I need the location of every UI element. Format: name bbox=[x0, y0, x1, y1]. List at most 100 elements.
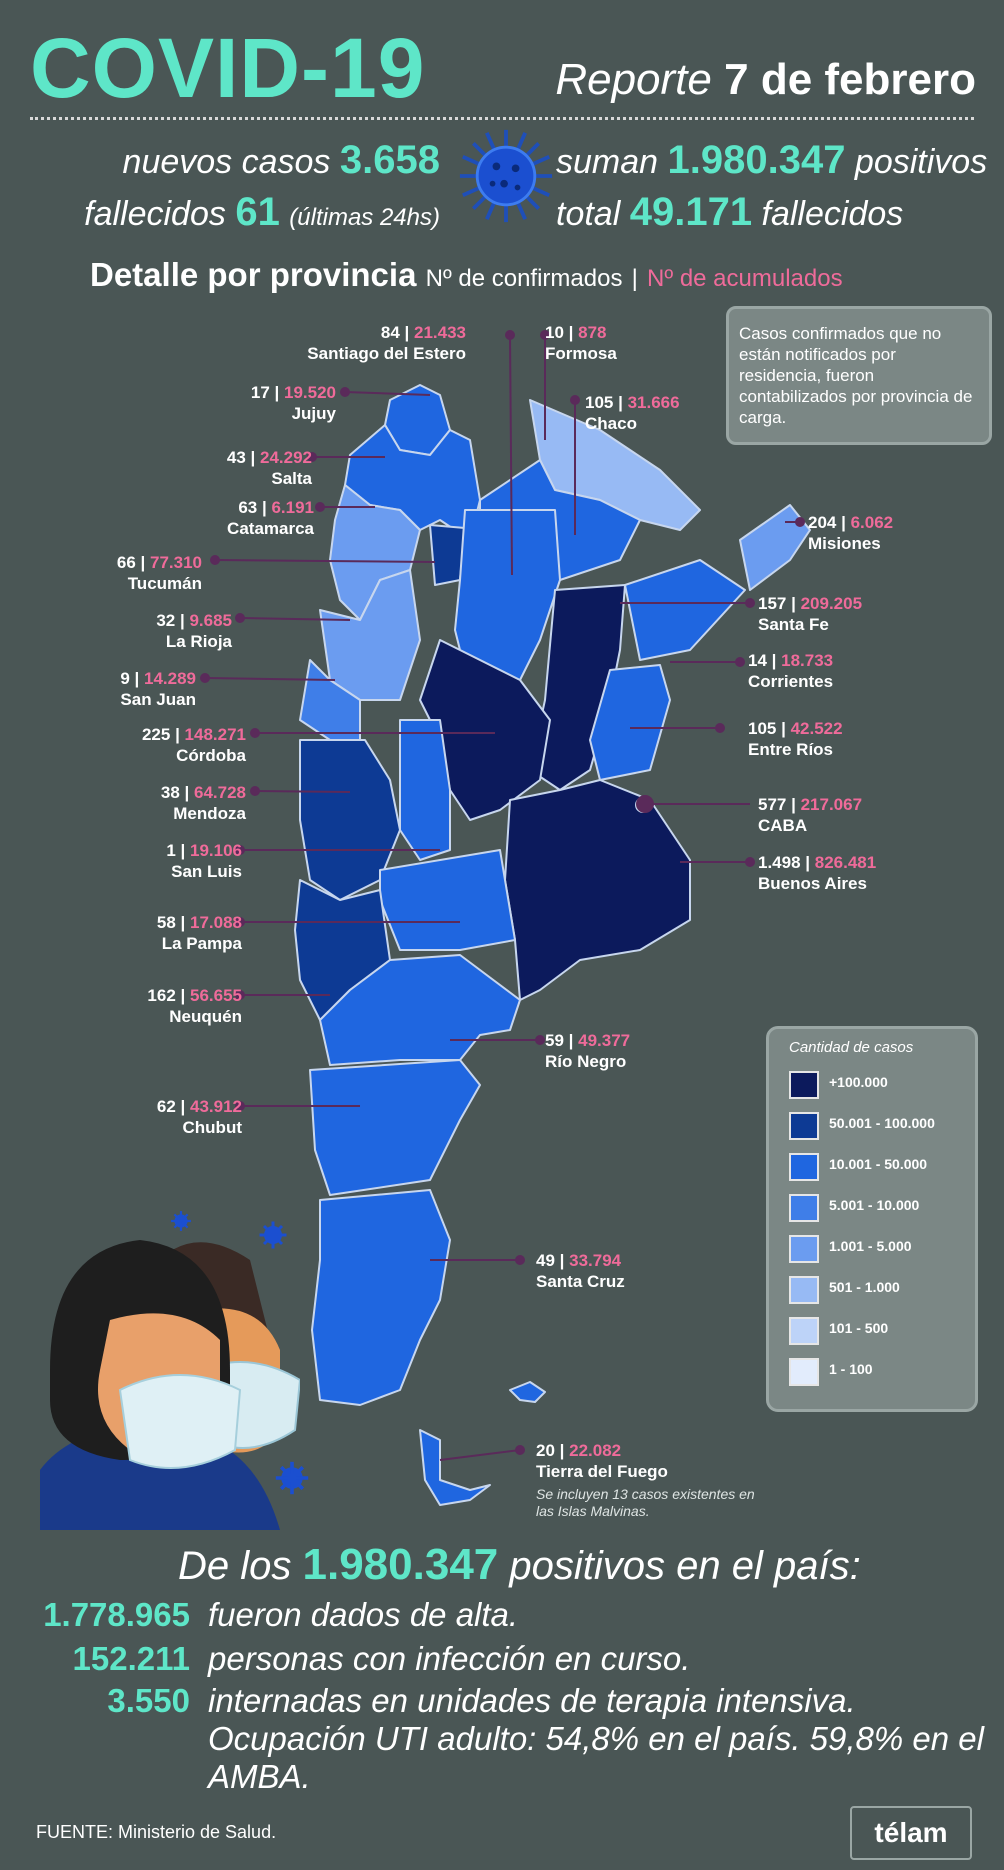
legend-swatch bbox=[789, 1112, 819, 1140]
legend-item: 10.001 - 50.000 bbox=[789, 1151, 969, 1181]
note-box: Casos confirmados que no están notificad… bbox=[726, 306, 992, 445]
label-chubut: 62 | 43.912 Chubut bbox=[156, 1097, 242, 1137]
stat-value: 49.171 bbox=[629, 190, 753, 234]
virus-icon bbox=[459, 129, 553, 223]
stat-suffix: fallecidos bbox=[761, 195, 904, 233]
legend-item: 1.001 - 5.000 bbox=[789, 1233, 969, 1263]
small-virus-icon bbox=[171, 1211, 191, 1231]
province-entre-rios bbox=[589, 664, 671, 781]
islas-malvinas bbox=[509, 1381, 546, 1403]
legend-label: 10.001 - 50.000 bbox=[829, 1156, 928, 1172]
legend-item: 50.001 - 100.000 bbox=[789, 1110, 969, 1140]
legend-swatch bbox=[789, 1276, 819, 1304]
legend: Cantidad de casos +100.000 50.001 - 100.0… bbox=[766, 1026, 978, 1412]
label-misiones: 204 | 6.062 Misiones bbox=[808, 513, 894, 553]
stat-value: 3.658 bbox=[339, 138, 440, 182]
legend-label: +100.000 bbox=[829, 1074, 888, 1090]
legend-label: 50.001 - 100.000 bbox=[829, 1115, 935, 1131]
bottom-value-alta: 1.778.965 bbox=[43, 1596, 190, 1633]
stat-new-cases: nuevos casos 3.658 bbox=[123, 138, 440, 183]
province-corrientes bbox=[624, 559, 746, 661]
legend-item: 501 - 1.000 bbox=[789, 1274, 969, 1304]
heading-post: positivos en el país: bbox=[509, 1544, 861, 1588]
label-formosa: 10 | 878 Formosa bbox=[545, 323, 617, 363]
label-santa-cruz: 49 | 33.794 Santa Cruz bbox=[536, 1251, 625, 1291]
accumulated-label: Nº de acumulados bbox=[647, 265, 843, 292]
detail-title: Detalle por provincia bbox=[90, 256, 417, 293]
legend-label: 5.001 - 10.000 bbox=[829, 1197, 920, 1213]
legend-label: 101 - 500 bbox=[829, 1320, 889, 1336]
stat-value: 1.980.347 bbox=[667, 138, 846, 182]
province-san-luis bbox=[399, 719, 451, 861]
legend-swatch bbox=[789, 1235, 819, 1263]
stat-value: 61 bbox=[235, 190, 280, 234]
detail-heading: Detalle por provincia Nº de confirmados … bbox=[90, 256, 843, 294]
label-tucuman: 66 | 77.310 Tucumán bbox=[116, 553, 202, 593]
stat-deaths: fallecidos 61 (últimas 24hs) bbox=[84, 190, 440, 235]
confirmed-label: Nº de confirmados bbox=[425, 265, 623, 292]
legend-label: 1 - 100 bbox=[829, 1361, 873, 1377]
legend-swatch bbox=[789, 1317, 819, 1345]
heading-value: 1.980.347 bbox=[302, 1540, 499, 1589]
people-mask-illustration bbox=[40, 1240, 300, 1530]
bottom-text-curso: personas con infección en curso. bbox=[208, 1640, 691, 1677]
label-san-luis: 1 | 19.106 San Luis bbox=[166, 841, 242, 881]
legend-swatch bbox=[789, 1358, 819, 1386]
label-tierra-del-fuego: 20 | 22.082 Tierra del Fuego bbox=[536, 1441, 668, 1481]
label-san-juan: 9 | 14.289 San Juan bbox=[120, 669, 196, 709]
report-date: Reporte 7 de febrero bbox=[555, 55, 976, 105]
label-salta: 43 | 24.292 Salta bbox=[226, 448, 312, 488]
legend-swatch bbox=[789, 1153, 819, 1181]
label-chaco: 105 | 31.666 Chaco bbox=[585, 393, 680, 433]
legend-item: 1 - 100 bbox=[789, 1356, 969, 1386]
small-virus-icon bbox=[259, 1221, 287, 1249]
telam-logo: télam bbox=[850, 1806, 972, 1860]
label-rio-negro: 59 | 49.377 Río Negro bbox=[545, 1031, 631, 1071]
source-text: FUENTE: Ministerio de Salud. bbox=[36, 1822, 277, 1842]
label-jujuy: 17 | 19.520 Jujuy bbox=[250, 383, 336, 423]
separator: | bbox=[631, 265, 638, 292]
label-corrientes: 14 | 18.733 Corrientes bbox=[748, 651, 834, 691]
legend-swatch bbox=[789, 1071, 819, 1099]
malvinas-note: Se incluyen 13 casos existentes en las I… bbox=[536, 1486, 755, 1519]
divider bbox=[30, 117, 974, 120]
report-prefix: Reporte bbox=[555, 55, 712, 104]
stat-suffix: positivos bbox=[854, 143, 988, 181]
stat-label: nuevos casos bbox=[122, 143, 331, 181]
province-santa-cruz bbox=[311, 1189, 451, 1406]
stat-label: total bbox=[556, 195, 621, 233]
bottom-heading: De los 1.980.347 positivos en el país: bbox=[178, 1540, 861, 1590]
stat-label: suman bbox=[556, 143, 659, 181]
label-santiago-del-estero: 84 | 21.433 Santiago del Estero bbox=[307, 323, 466, 363]
legend-title: Cantidad de casos bbox=[789, 1039, 914, 1056]
province-buenos-aires bbox=[504, 779, 691, 1001]
province-tierra-del-fuego bbox=[419, 1429, 491, 1506]
stat-suffix: (últimas 24hs) bbox=[289, 204, 440, 231]
province-chubut bbox=[309, 1059, 481, 1196]
legend-label: 1.001 - 5.000 bbox=[829, 1238, 912, 1254]
stat-total-deaths: total 49.171 fallecidos bbox=[556, 190, 903, 235]
bottom-value-uti: 3.550 bbox=[107, 1682, 190, 1719]
legend-label: 501 - 1.000 bbox=[829, 1279, 900, 1295]
uti-occupancy: Ocupación UTI adulto: 54,8% en el país. … bbox=[208, 1720, 984, 1795]
label-la-rioja: 32 | 9.685 La Rioja bbox=[156, 611, 232, 651]
province-la-pampa bbox=[379, 849, 516, 951]
label-neuquen: 162 | 56.655 Neuquén bbox=[147, 986, 242, 1026]
label-santa-fe: 157 | 209.205 Santa Fe bbox=[758, 594, 863, 634]
label-mendoza: 38 | 64.728 Mendoza bbox=[160, 783, 246, 823]
legend-item: +100.000 bbox=[789, 1069, 969, 1099]
label-cordoba: 225 | 148.271 Córdoba bbox=[141, 725, 246, 765]
province-rio-negro bbox=[319, 954, 521, 1066]
legend-swatch bbox=[789, 1194, 819, 1222]
stat-label: fallecidos bbox=[84, 195, 226, 233]
label-entre-rios: 105 | 42.522 Entre Ríos bbox=[748, 719, 843, 759]
label-caba: 577 | 217.067 CABA bbox=[758, 795, 863, 835]
heading-pre: De los bbox=[178, 1544, 292, 1588]
bottom-value-curso: 152.211 bbox=[72, 1640, 190, 1677]
report-date-value: 7 de febrero bbox=[724, 55, 976, 104]
page-title: COVID-19 bbox=[30, 21, 426, 115]
label-la-pampa: 58 | 17.088 La Pampa bbox=[156, 913, 242, 953]
legend-item: 5.001 - 10.000 bbox=[789, 1192, 969, 1222]
province-misiones bbox=[739, 504, 811, 591]
